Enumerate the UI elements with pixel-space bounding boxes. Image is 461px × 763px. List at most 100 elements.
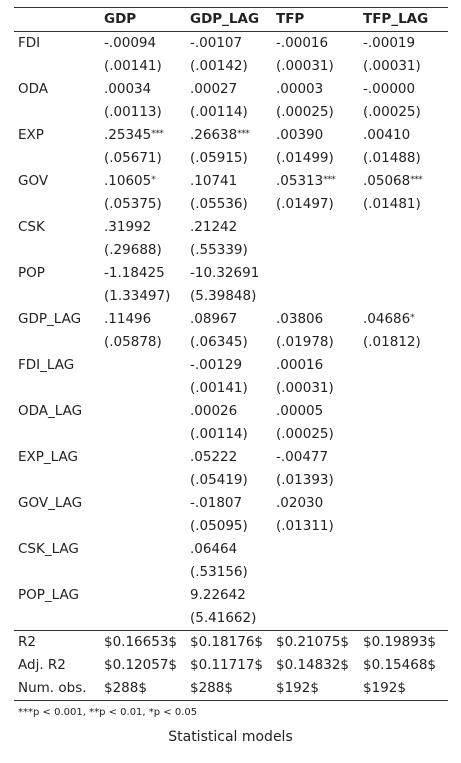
- coef-value: .00005: [276, 403, 324, 419]
- se-cell: (.01978): [276, 334, 334, 350]
- se-cell: [359, 285, 448, 308]
- row-label: GDP_LAG: [18, 311, 82, 327]
- se-cell: (.05878): [104, 334, 162, 350]
- coef-cell: [100, 538, 186, 561]
- se-cell: (.00025): [276, 104, 334, 120]
- coef-cell: -1.18425: [100, 262, 186, 285]
- se-row: (.00141) (.00142) (.00031) (.00031): [14, 55, 448, 78]
- se-cell: (.01497): [276, 196, 334, 212]
- coef-cell: -10.32691: [186, 262, 272, 285]
- gof-row: R2 $0.16653$ $0.18176$ $0.21075$ $0.19893$: [14, 630, 448, 654]
- se-cell: (.00031): [276, 380, 334, 396]
- coef-value: .00016: [276, 357, 324, 373]
- coef-cell: [100, 354, 186, 377]
- se-cell: (.05095): [190, 518, 248, 534]
- coef-cell: [100, 584, 186, 607]
- se-cell: (.05375): [104, 196, 162, 212]
- coef-value: .00034: [104, 81, 152, 97]
- coef-cell: [100, 492, 186, 515]
- coef-cell: [359, 538, 448, 561]
- gof-cell: $0.14832$: [276, 657, 350, 673]
- gof-cell: $0.11717$: [190, 657, 264, 673]
- coef-cell: -.00000: [359, 78, 448, 101]
- header-cell-gdp: GDP: [100, 7, 186, 32]
- coef-value: -.01807: [190, 495, 243, 511]
- row-label: CSK_LAG: [18, 541, 79, 557]
- header-cell-tfp-lag: TFP_LAG: [359, 7, 448, 32]
- coef-value: .02030: [276, 495, 324, 511]
- se-cell: [272, 561, 359, 584]
- coef-value: -10.32691: [190, 265, 260, 281]
- coef-value: .26638: [190, 127, 238, 143]
- se-cell: [100, 469, 186, 492]
- table-caption: Statistical models: [168, 729, 293, 745]
- coef-value: 9.22642: [190, 587, 246, 603]
- coef-cell: [359, 400, 448, 423]
- gof-cell: $288$: [186, 677, 272, 701]
- coef-cell: .00027: [186, 78, 272, 101]
- gof-cell: $0.16653$: [100, 630, 186, 654]
- header-cell-gdp-lag: GDP_LAG: [186, 7, 272, 32]
- se-row: (.00141) (.00031): [14, 377, 448, 400]
- coef-cell: .04686*: [359, 308, 448, 331]
- se-row: (.05419) (.01393): [14, 469, 448, 492]
- coef-cell: .11496: [100, 308, 186, 331]
- regression-table: GDP GDP_LAG TFP TFP_LAG FDI -.00094 -.0010…: [14, 7, 448, 701]
- gof-label-text: Num. obs.: [18, 680, 87, 696]
- se-label-blank: [14, 515, 100, 538]
- coef-cell: .02030: [272, 492, 359, 515]
- coef-value: .08967: [190, 311, 238, 327]
- coef-cell: -.00016: [272, 32, 359, 56]
- coef-cell: [100, 446, 186, 469]
- coef-value: .11496: [104, 311, 152, 327]
- coef-row: POP -1.18425 -10.32691: [14, 262, 448, 285]
- se-cell: [359, 423, 448, 446]
- coef-cell: .03806: [272, 308, 359, 331]
- se-label-blank: [14, 55, 100, 78]
- coef-row: ODA .00034 .00027 .00003 -.00000: [14, 78, 448, 101]
- gof-label: Num. obs.: [14, 677, 100, 701]
- significance-stars: ***: [323, 175, 336, 185]
- se-cell: (.01393): [276, 472, 334, 488]
- coef-cell: .00016: [272, 354, 359, 377]
- se-label-blank: [14, 239, 100, 262]
- se-cell: (.00113): [104, 104, 162, 120]
- coef-row: EXP_LAG .05222 -.00477: [14, 446, 448, 469]
- se-cell: [359, 239, 448, 262]
- se-cell: [359, 515, 448, 538]
- coef-value: -.00094: [104, 35, 157, 51]
- coef-row: ODA_LAG .00026 .00005: [14, 400, 448, 423]
- se-cell: (.01488): [363, 150, 421, 166]
- se-label-blank: [14, 377, 100, 400]
- coef-row: GDP_LAG .11496 .08967 .03806 .04686*: [14, 308, 448, 331]
- se-cell: (.05419): [190, 472, 248, 488]
- header-row: GDP GDP_LAG TFP TFP_LAG: [14, 7, 448, 32]
- se-label-blank: [14, 331, 100, 354]
- coef-cell: [359, 262, 448, 285]
- se-label-blank: [14, 101, 100, 124]
- gof-cell: $0.21075$: [272, 630, 359, 654]
- coef-value: .10741: [190, 173, 238, 189]
- gof-label: R2: [14, 630, 100, 654]
- coef-cell: .05068***: [359, 170, 448, 193]
- se-cell: [272, 285, 359, 308]
- se-cell: (5.41662): [190, 610, 257, 626]
- coef-cell: [359, 216, 448, 239]
- coef-value: .00027: [190, 81, 238, 97]
- gof-cell: $192$: [359, 677, 448, 701]
- significance-stars: *: [151, 175, 156, 185]
- row-label: CSK: [18, 219, 45, 235]
- se-cell: (.00114): [190, 426, 248, 442]
- coef-cell: [272, 262, 359, 285]
- gof-cell: $0.19893$: [359, 630, 448, 654]
- coef-value: -.00107: [190, 35, 243, 51]
- se-row: (.00114) (.00025): [14, 423, 448, 446]
- coef-cell: .21242: [186, 216, 272, 239]
- coef-cell: -.00094: [100, 32, 186, 56]
- row-label: ODA_LAG: [18, 403, 83, 419]
- se-cell: [359, 469, 448, 492]
- se-cell: (.00025): [363, 104, 421, 120]
- se-cell: (.29688): [104, 242, 162, 258]
- coef-cell: .31992: [100, 216, 186, 239]
- se-row: (.05375) (.05536) (.01497) (.01481): [14, 193, 448, 216]
